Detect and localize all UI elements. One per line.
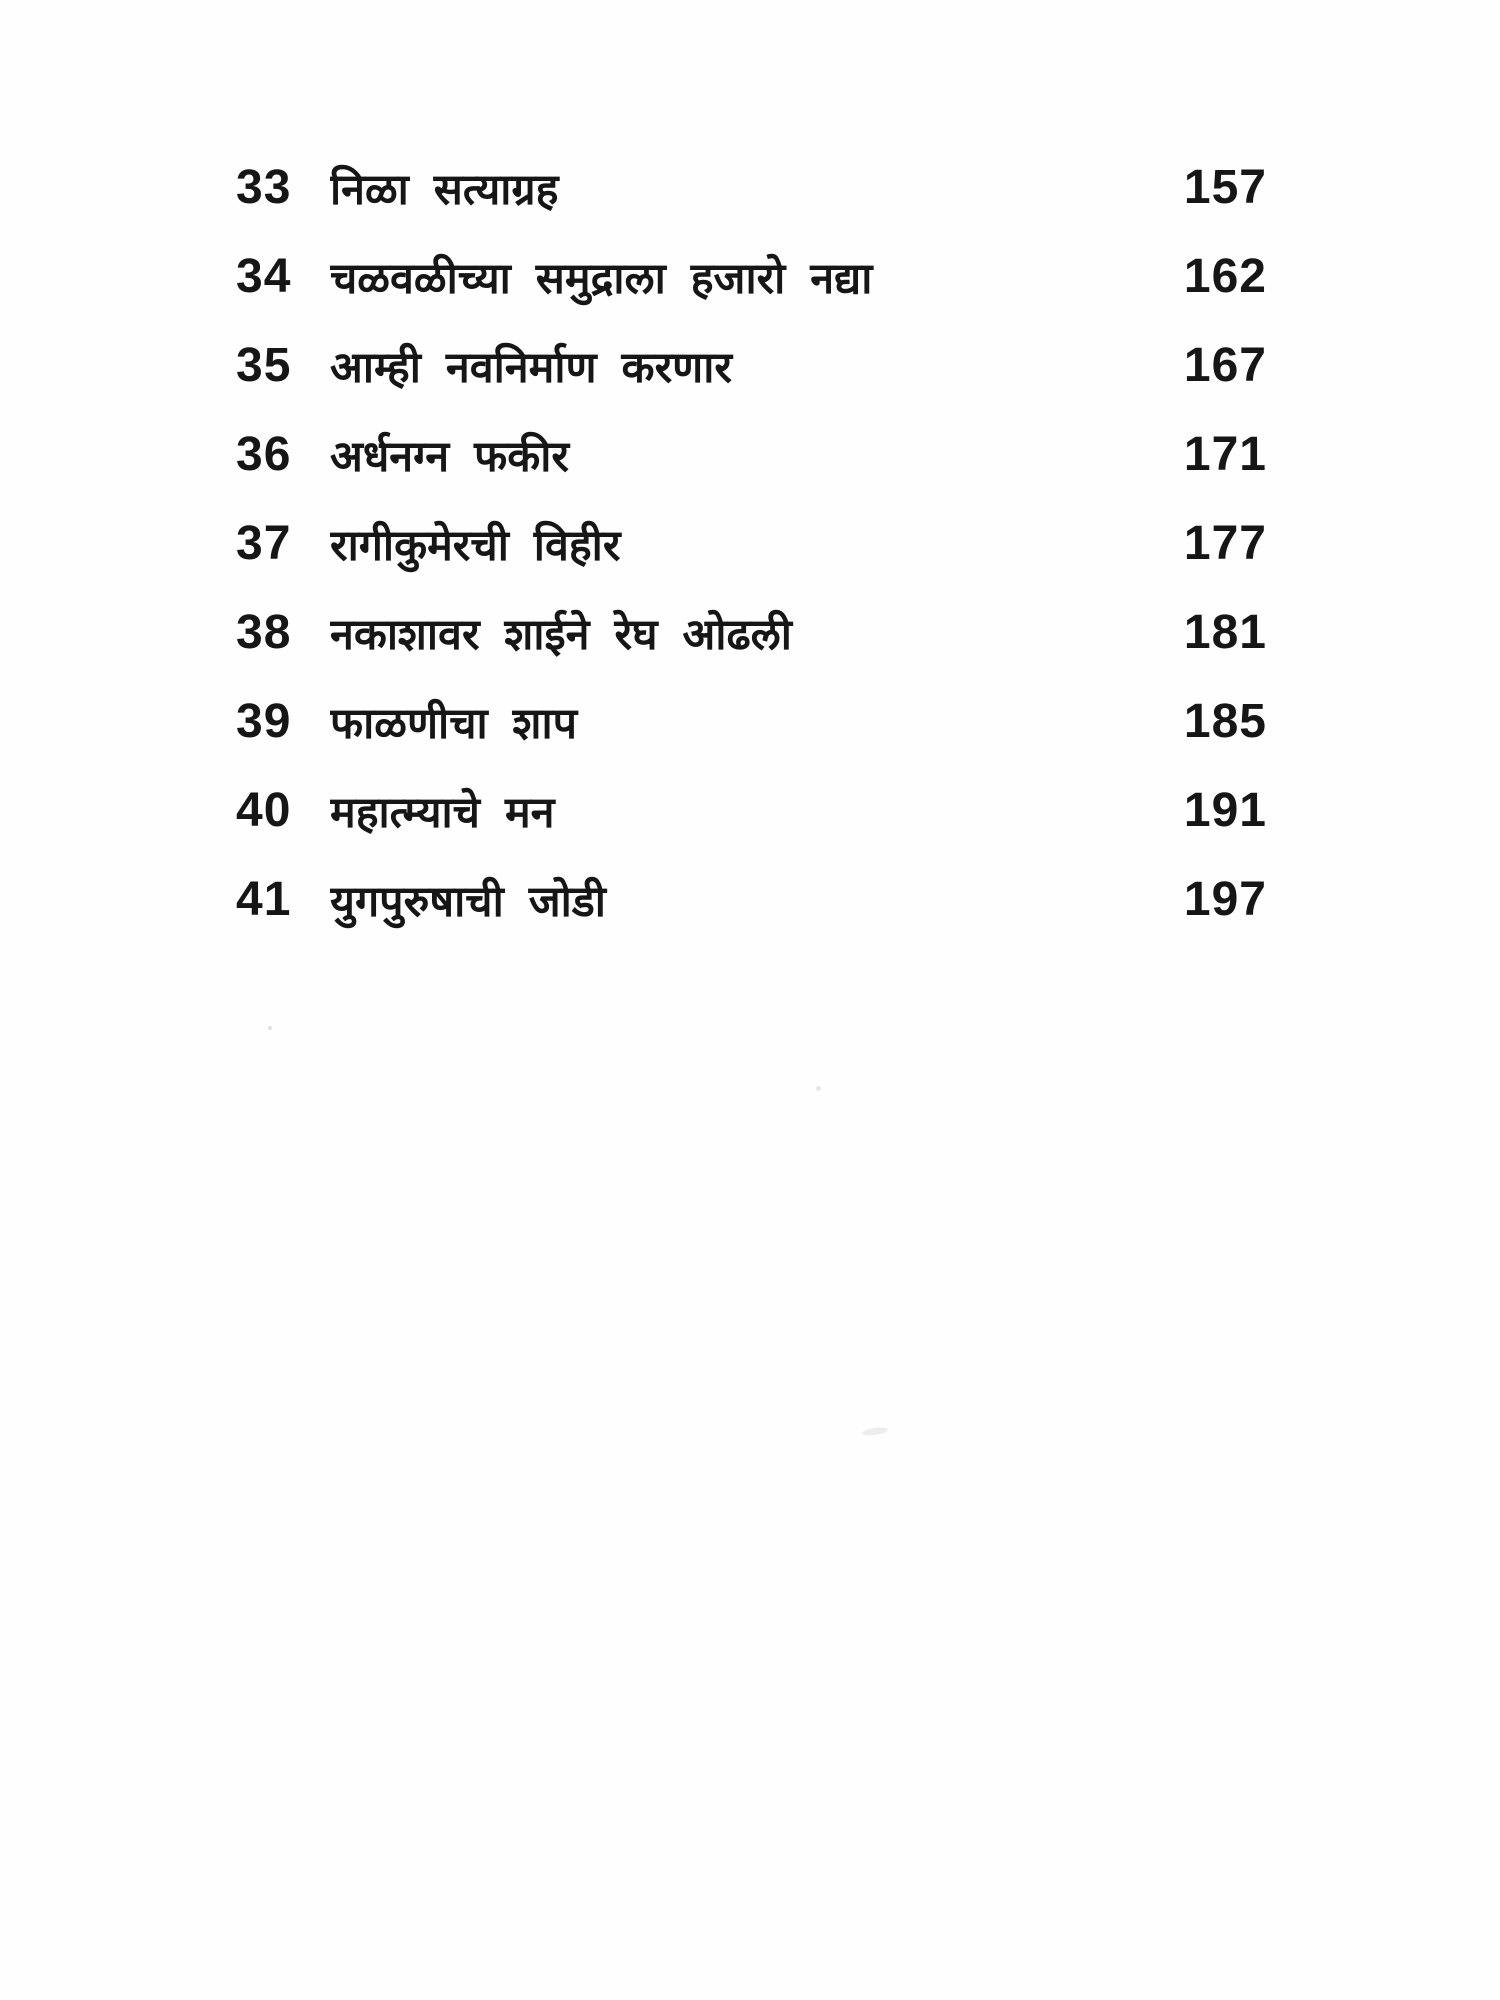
chapter-page-number: 177: [1183, 517, 1267, 570]
chapter-number: 40: [236, 784, 292, 837]
toc-row: 37 रागीकुमेरची विहीर 177: [0, 499, 1500, 588]
chapter-number: 35: [236, 339, 292, 392]
chapter-title: निळा सत्याग्रह: [330, 165, 559, 215]
chapter-page-number: 185: [1183, 695, 1267, 748]
chapter-number: 36: [236, 428, 292, 481]
chapter-title: चळवळीच्या समुद्राला हजारो नद्या: [330, 254, 873, 304]
chapter-number: 38: [236, 606, 292, 659]
scan-speck: [816, 1086, 821, 1091]
chapter-title: आम्ही नवनिर्माण करणार: [330, 343, 732, 393]
toc-row: 34 चळवळीच्या समुद्राला हजारो नद्या 162: [0, 232, 1500, 321]
toc-row: 38 नकाशावर शाईने रेघ ओढली 181: [0, 588, 1500, 677]
scan-speck: [268, 1026, 272, 1030]
chapter-page-number: 191: [1183, 784, 1267, 837]
toc-row: 40 महात्म्याचे मन 191: [0, 766, 1500, 855]
toc-row: 33 निळा सत्याग्रह 157: [0, 143, 1500, 232]
chapter-page-number: 171: [1183, 428, 1267, 481]
toc-row: 41 युगपुरुषाची जोडी 197: [0, 855, 1500, 944]
table-of-contents: 33 निळा सत्याग्रह 157 34 चळवळीच्या समुद्…: [0, 143, 1500, 944]
chapter-number: 41: [236, 873, 292, 926]
chapter-number: 33: [236, 161, 292, 214]
chapter-number: 37: [236, 517, 292, 570]
chapter-title: महात्म्याचे मन: [330, 788, 555, 838]
chapter-title: फाळणीचा शाप: [330, 699, 578, 749]
chapter-page-number: 162: [1183, 250, 1267, 303]
chapter-page-number: 157: [1183, 161, 1267, 214]
chapter-title: अर्धनग्न फकीर: [330, 432, 569, 482]
chapter-title: युगपुरुषाची जोडी: [330, 877, 606, 927]
chapter-page-number: 167: [1183, 339, 1267, 392]
chapter-page-number: 181: [1183, 606, 1267, 659]
scan-smudge: [861, 1426, 889, 1437]
chapter-number: 39: [236, 695, 292, 748]
chapter-title: नकाशावर शाईने रेघ ओढली: [330, 610, 792, 660]
chapter-title: रागीकुमेरची विहीर: [330, 521, 621, 571]
chapter-number: 34: [236, 250, 292, 303]
toc-row: 35 आम्ही नवनिर्माण करणार 167: [0, 321, 1500, 410]
toc-row: 36 अर्धनग्न फकीर 171: [0, 410, 1500, 499]
toc-row: 39 फाळणीचा शाप 185: [0, 677, 1500, 766]
chapter-page-number: 197: [1183, 873, 1267, 926]
